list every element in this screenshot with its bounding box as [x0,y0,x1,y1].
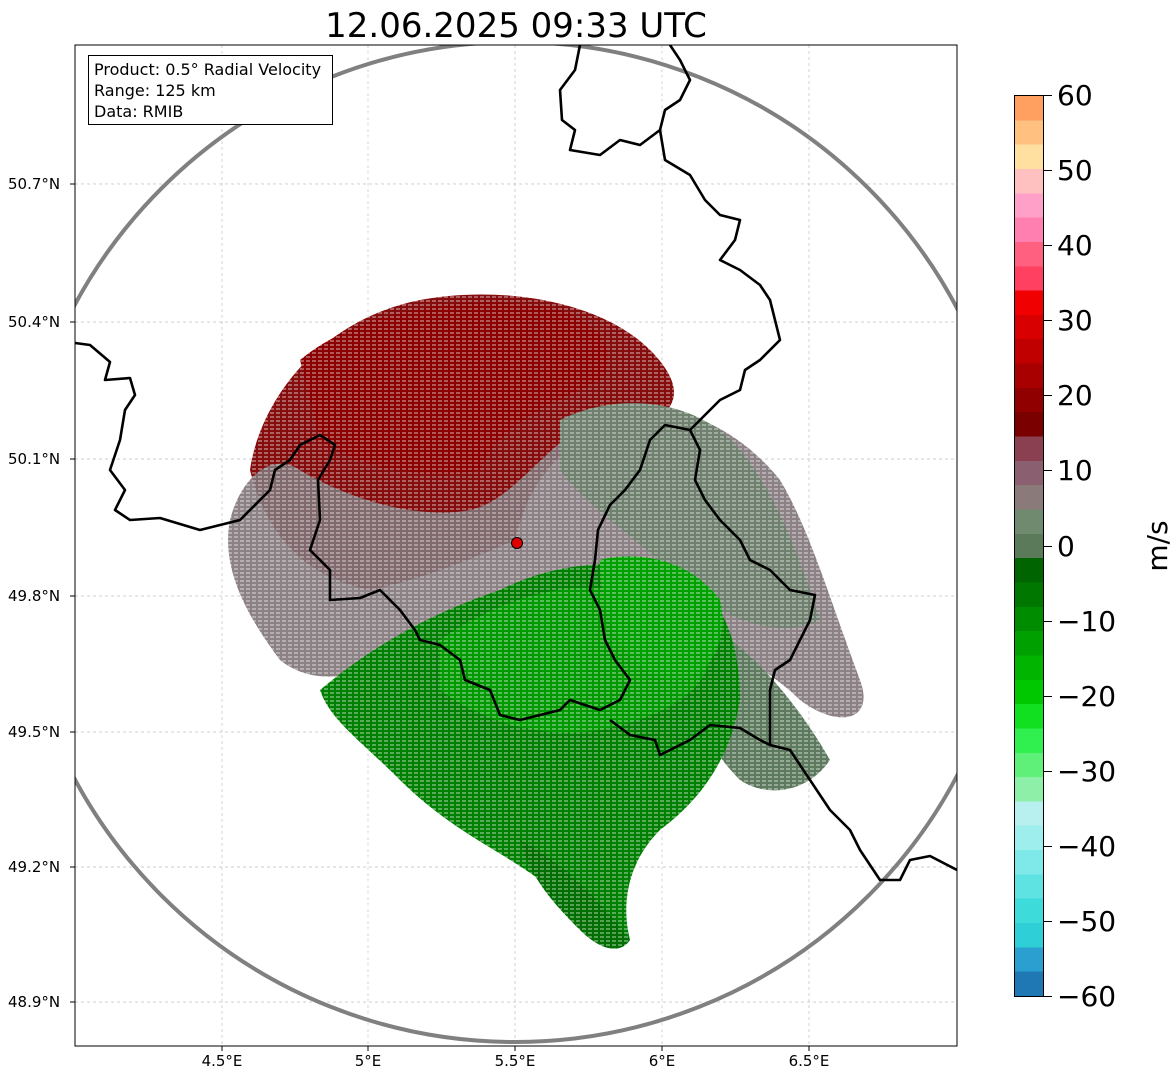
colorbar-tick [1044,320,1052,321]
product-info-box: Product: 0.5° Radial Velocity Range: 125… [88,55,333,125]
colorbar-tick [1044,846,1052,847]
lon-label: 6.5°E [788,1052,830,1070]
colorbar-tick [1044,921,1052,922]
map-title: 12.06.2025 09:33 UTC [325,6,707,46]
axis-ticks [70,183,810,1051]
colorbar-tick-label: 50 [1057,154,1093,187]
colorbar-tick-label: 20 [1057,379,1093,412]
colorbar-tick [1044,546,1052,547]
colorbar-tick [1044,245,1052,246]
colorbar-tick [1044,621,1052,622]
lon-label: 5°E [354,1052,382,1070]
colorbar-tick-label: −60 [1057,980,1117,1013]
country-borders [75,45,957,882]
colorbar-tick-label: −50 [1057,905,1117,938]
colorbar-tick-label: −30 [1057,755,1117,788]
colorbar-tick [1044,996,1052,997]
colorbar-tick [1044,170,1052,171]
radar-site-marker [511,537,523,549]
colorbar-tick-label: 30 [1057,304,1093,337]
colorbar-tick-label: 0 [1057,530,1075,563]
colorbar-tick [1044,395,1052,396]
lat-label: 48.9°N [8,993,61,1011]
lat-label: 50.4°N [8,313,61,331]
colorbar-tick-label: 60 [1057,79,1093,112]
colorbar-tick [1044,470,1052,471]
lat-label: 49.8°N [8,587,61,605]
lon-label: 5.5°E [494,1052,536,1070]
lat-label: 49.5°N [8,723,61,741]
colorbar-tick [1044,95,1052,96]
lat-label: 50.7°N [8,175,61,193]
colorbar-tick-label: −10 [1057,605,1117,638]
colorbar-tick-label: 10 [1057,454,1093,487]
plot-frame [74,44,958,1047]
data-source-label: Data: RMIB [94,102,184,121]
lat-label: 50.1°N [8,450,61,468]
colorbar-tick-label: −20 [1057,680,1117,713]
colorbar-unit-label: m/s [1141,520,1171,572]
lon-label: 4.5°E [201,1052,243,1070]
product-label: Product: 0.5° Radial Velocity [94,60,322,79]
colorbar-tick [1044,696,1052,697]
range-label: Range: 125 km [94,81,216,100]
radar-range-circle [75,45,957,1044]
colorbar-tick [1044,771,1052,772]
colorbar-tick-label: −40 [1057,830,1117,863]
lon-label: 6°E [648,1052,676,1070]
colorbar-tick-label: 40 [1057,229,1093,262]
lat-label: 49.2°N [8,858,61,876]
velocity-colorbar [1014,95,1044,997]
